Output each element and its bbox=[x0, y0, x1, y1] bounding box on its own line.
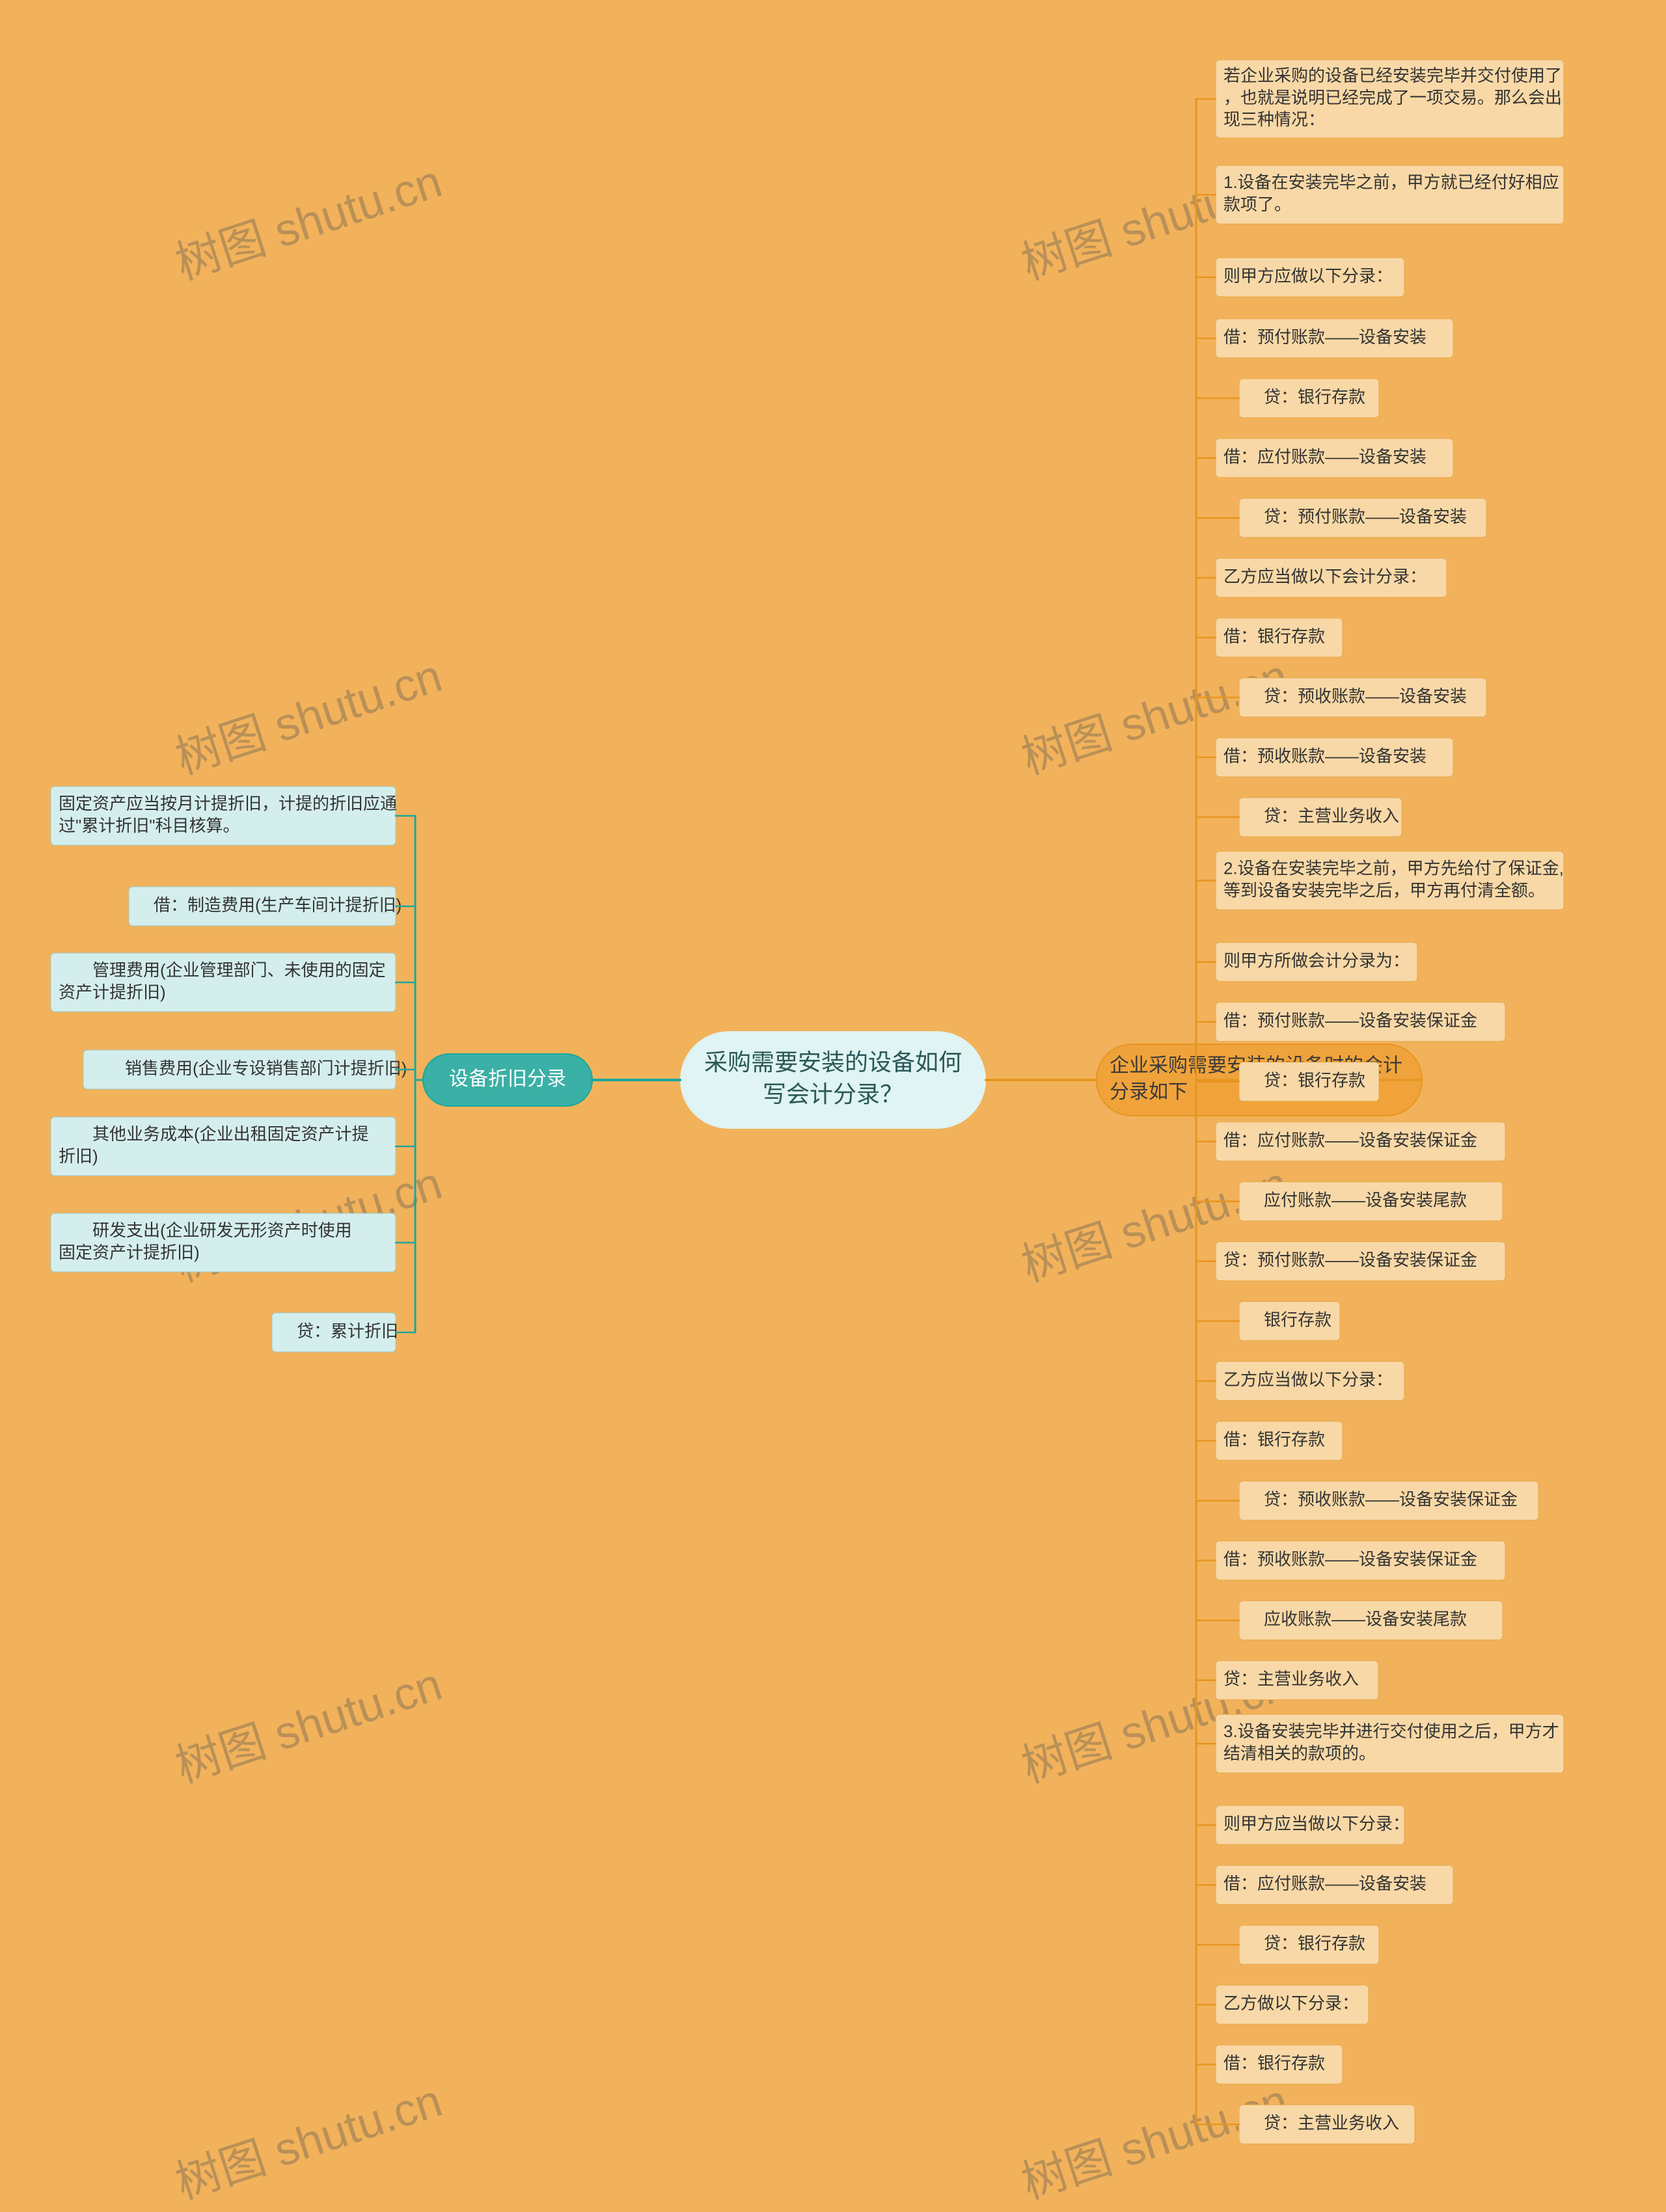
left-leaf-text: 折旧) bbox=[59, 1146, 98, 1166]
right-leaf-text: 借：预收账款——设备安装保证金 bbox=[1223, 1550, 1477, 1569]
right-leaf-text: 借：应付账款——设备安装保证金 bbox=[1223, 1131, 1477, 1150]
left-leaf-text: 其他业务成本(企业出租固定资产计提 bbox=[59, 1124, 369, 1144]
right-leaf-text: 2.设备在安装完毕之前，甲方先给付了保证金, bbox=[1223, 858, 1564, 878]
right-leaf-text: 3.设备安装完毕并进行交付使用之后，甲方才 bbox=[1223, 1721, 1559, 1741]
right-leaf-text: 借：银行存款 bbox=[1223, 627, 1325, 646]
left-leaf-text: 固定资产应当按月计提折旧，计提的折旧应通 bbox=[59, 794, 397, 813]
right-leaf-text: 贷：主营业务收入 bbox=[1247, 2113, 1399, 2133]
right-leaf-text: 现三种情况： bbox=[1223, 110, 1325, 129]
right-leaf-text: 则甲方应当做以下分录： bbox=[1223, 1814, 1410, 1833]
right-leaf-text: 应收账款——设备安装尾款 bbox=[1247, 1610, 1467, 1629]
right-leaf-text: ，也就是说明已经完成了一项交易。那么会出 bbox=[1223, 88, 1562, 107]
right-leaf-text: 1.设备在安装完毕之前，甲方就已经付好相应 bbox=[1223, 172, 1559, 192]
right-branch-node-text: 分录如下 bbox=[1110, 1081, 1188, 1103]
left-leaf-text: 资产计提折旧) bbox=[59, 982, 166, 1002]
right-leaf-text: 等到设备安装完毕之后，甲方再付清全额。 bbox=[1223, 880, 1545, 900]
right-leaf-text: 借：预收账款——设备安装 bbox=[1223, 746, 1427, 766]
right-leaf-text: 贷：预付账款——设备安装保证金 bbox=[1223, 1250, 1477, 1270]
left-leaf-text: 研发支出(企业研发无形资产时使用 bbox=[59, 1221, 352, 1240]
right-leaf-text: 借：银行存款 bbox=[1223, 1430, 1325, 1450]
left-leaf-text: 借：制造费用(生产车间计提折旧) bbox=[137, 895, 402, 915]
left-leaf-text: 贷：累计折旧 bbox=[280, 1321, 398, 1341]
right-leaf-text: 贷：银行存款 bbox=[1247, 387, 1365, 407]
right-leaf-text: 则甲方所做会计分录为： bbox=[1223, 951, 1410, 971]
right-leaf-text: 银行存款 bbox=[1247, 1310, 1331, 1330]
left-leaf-text: 管理费用(企业管理部门、未使用的固定 bbox=[59, 960, 386, 980]
left-branch-node-text: 设备折旧分录 bbox=[449, 1068, 566, 1090]
mindmap-canvas: 树图 shutu.cn树图 shutu.cn树图 shutu.cn树图 shut… bbox=[0, 0, 1666, 2212]
right-leaf-text: 贷：主营业务收入 bbox=[1223, 1669, 1359, 1689]
right-leaf-text: 借：应付账款——设备安装 bbox=[1223, 447, 1427, 466]
right-leaf-text: 贷：预收账款——设备安装 bbox=[1247, 686, 1467, 706]
right-leaf-text: 则甲方应做以下分录： bbox=[1223, 266, 1393, 286]
right-leaf-text: 借：应付账款——设备安装 bbox=[1223, 1874, 1427, 1893]
left-leaf-text: 固定资产计提折旧) bbox=[59, 1243, 200, 1262]
right-leaf-text: 款项了。 bbox=[1223, 195, 1291, 214]
right-leaf-text: 贷：预收账款——设备安装保证金 bbox=[1247, 1490, 1518, 1509]
right-leaf-text: 借：预付账款——设备安装保证金 bbox=[1223, 1011, 1477, 1031]
right-leaf-text: 贷：预付账款——设备安装 bbox=[1247, 507, 1467, 526]
left-leaf-text: 过"累计折旧"科目核算。 bbox=[59, 816, 239, 835]
right-leaf-text: 乙方做以下分录： bbox=[1223, 1993, 1359, 2013]
center-node-text: 采购需要安装的设备如何 bbox=[704, 1049, 962, 1075]
right-leaf-text: 贷：主营业务收入 bbox=[1247, 806, 1399, 826]
right-leaf-text: 结清相关的款项的。 bbox=[1223, 1744, 1376, 1763]
right-leaf-text: 贷：银行存款 bbox=[1247, 1071, 1365, 1090]
left-leaf-text: 销售费用(企业专设销售部门计提折旧) bbox=[91, 1059, 407, 1078]
right-leaf-text: 若企业采购的设备已经安装完毕并交付使用了 bbox=[1223, 66, 1562, 85]
right-leaf-text: 贷：银行存款 bbox=[1247, 1934, 1365, 1953]
right-leaf-text: 乙方应当做以下会计分录： bbox=[1223, 567, 1427, 586]
right-leaf-text: 乙方应当做以下分录： bbox=[1223, 1370, 1393, 1390]
center-node-text: 写会计分录？ bbox=[763, 1081, 903, 1107]
right-leaf-text: 借：预付账款——设备安装 bbox=[1223, 327, 1427, 347]
right-leaf-text: 借：银行存款 bbox=[1223, 2053, 1325, 2073]
right-leaf-text: 应付账款——设备安装尾款 bbox=[1247, 1191, 1467, 1210]
